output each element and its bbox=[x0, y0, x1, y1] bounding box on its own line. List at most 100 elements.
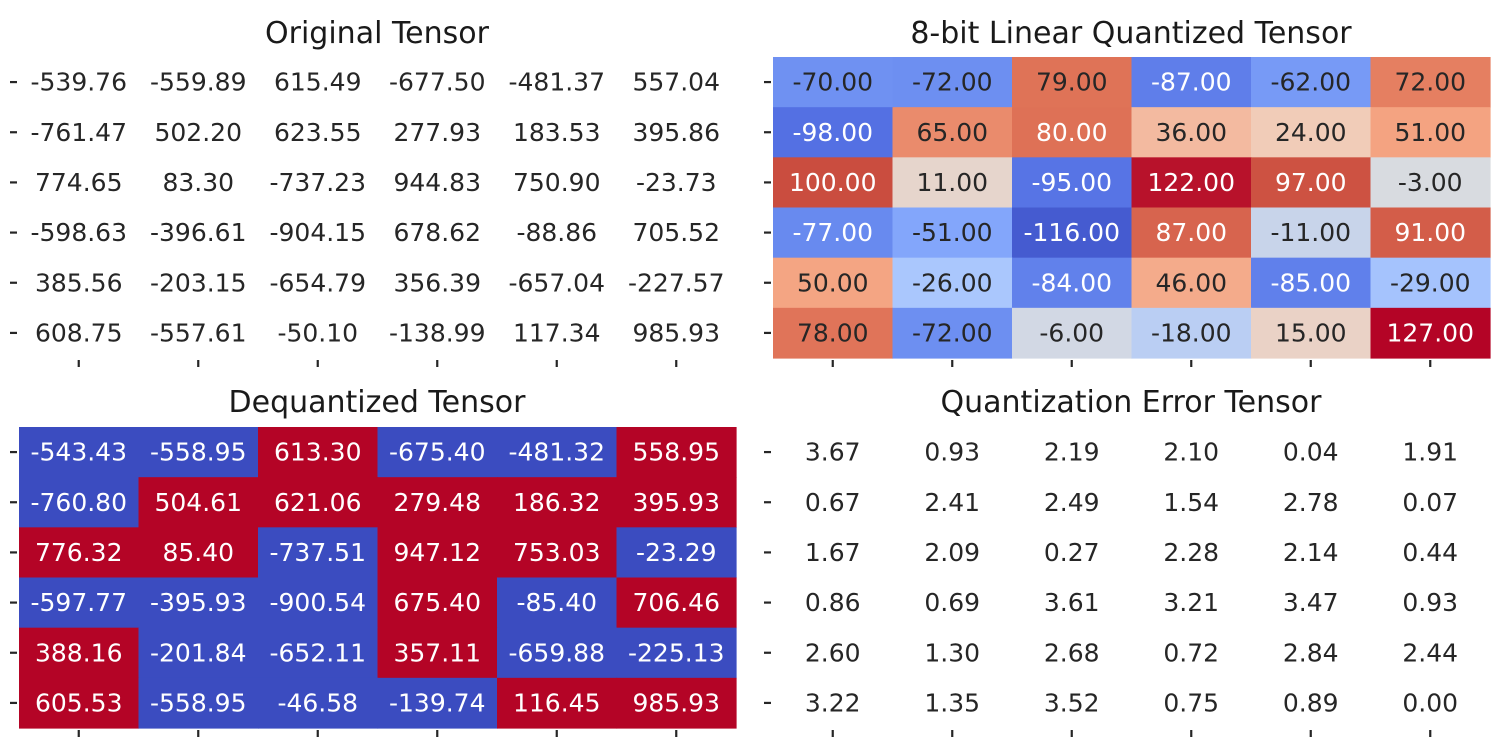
heatmap-cell bbox=[19, 527, 140, 579]
heatmap-cell bbox=[1251, 207, 1372, 259]
cell-label: -50.10 bbox=[277, 318, 358, 347]
cell-label: 557.04 bbox=[633, 68, 720, 97]
cell-label: 2.60 bbox=[805, 638, 861, 667]
cell-label: 0.89 bbox=[1283, 688, 1339, 717]
cell-label: 395.93 bbox=[633, 488, 720, 517]
heatmap-cell bbox=[1131, 157, 1252, 209]
cell-label: 1.54 bbox=[1163, 488, 1219, 517]
cell-label: -87.00 bbox=[1151, 68, 1232, 97]
heatmap-cell bbox=[497, 527, 618, 579]
heatmap-cell bbox=[497, 677, 618, 729]
cell-label: -51.00 bbox=[912, 218, 993, 247]
cell-label: 678.62 bbox=[394, 218, 481, 247]
cell-label: 97.00 bbox=[1275, 168, 1347, 197]
heatmap-cell bbox=[138, 427, 259, 478]
cell-label: -139.74 bbox=[389, 688, 486, 717]
cell-label: 3.61 bbox=[1044, 588, 1100, 617]
panel-title: Original Tensor bbox=[265, 16, 490, 51]
cell-label: 0.93 bbox=[924, 438, 980, 467]
heatmap-cell bbox=[258, 427, 379, 478]
cell-label: 78.00 bbox=[797, 318, 869, 347]
cell-label: -85.00 bbox=[1270, 268, 1351, 297]
cell-label: -46.58 bbox=[277, 688, 358, 717]
cell-label: -396.61 bbox=[150, 218, 247, 247]
heatmap-cell bbox=[1251, 307, 1372, 359]
cell-label: 0.75 bbox=[1163, 688, 1219, 717]
cell-label: 2.14 bbox=[1283, 538, 1339, 567]
heatmap-cell bbox=[377, 477, 498, 528]
cell-label: 0.72 bbox=[1163, 638, 1219, 667]
heatmap-cell bbox=[892, 57, 1013, 108]
cell-label: -98.00 bbox=[792, 118, 873, 147]
cell-label: -23.29 bbox=[636, 538, 717, 567]
cell-label: 24.00 bbox=[1275, 118, 1347, 147]
cell-label: 3.47 bbox=[1283, 588, 1339, 617]
cell-label: 79.00 bbox=[1036, 68, 1108, 97]
cell-label: -6.00 bbox=[1039, 318, 1104, 347]
cell-label: 621.06 bbox=[274, 488, 361, 517]
cell-label: 87.00 bbox=[1155, 218, 1227, 247]
cell-label: 83.30 bbox=[162, 168, 234, 197]
cell-label: 1.67 bbox=[805, 538, 861, 567]
heatmap-cell bbox=[1370, 307, 1491, 359]
cell-label: 615.49 bbox=[274, 68, 361, 97]
panel-title: Quantization Error Tensor bbox=[941, 385, 1323, 420]
cell-label: -72.00 bbox=[912, 318, 993, 347]
cell-label: -395.93 bbox=[150, 588, 247, 617]
heatmap-cell bbox=[773, 257, 894, 309]
heatmap-cell bbox=[1251, 257, 1372, 309]
heatmap-cell bbox=[1012, 207, 1133, 259]
cell-label: -904.15 bbox=[270, 218, 367, 247]
heatmap-cell bbox=[258, 677, 379, 729]
heatmap-cell bbox=[616, 427, 737, 478]
cell-label: 1.35 bbox=[924, 688, 980, 717]
heatmap-cell bbox=[616, 677, 737, 729]
cell-label: 279.48 bbox=[394, 488, 481, 517]
cell-label: 750.90 bbox=[513, 168, 600, 197]
cell-label: 11.00 bbox=[916, 168, 988, 197]
cell-label: 675.40 bbox=[394, 588, 481, 617]
heatmap-cell bbox=[1370, 157, 1491, 209]
cell-label: 504.61 bbox=[155, 488, 242, 517]
heatmap-cell bbox=[892, 257, 1013, 309]
cell-label: 0.69 bbox=[924, 588, 980, 617]
heatmap-cell bbox=[773, 157, 894, 209]
cell-label: 51.00 bbox=[1394, 118, 1466, 147]
cell-label: -657.04 bbox=[509, 268, 606, 297]
cell-label: 385.56 bbox=[35, 268, 122, 297]
heatmap-cell bbox=[19, 477, 140, 528]
heatmap-cell bbox=[1012, 257, 1133, 309]
cell-label: -116.00 bbox=[1024, 218, 1121, 247]
heatmap-cell bbox=[1370, 107, 1491, 158]
heatmap-cell bbox=[138, 577, 259, 629]
heatmap-cell bbox=[1370, 57, 1491, 108]
cell-label: 357.11 bbox=[394, 638, 481, 667]
heatmap-cell bbox=[138, 527, 259, 579]
heatmap-cell bbox=[258, 527, 379, 579]
heatmap-cell bbox=[497, 477, 618, 528]
cell-label: -84.00 bbox=[1031, 268, 1112, 297]
cell-label: -558.95 bbox=[150, 438, 247, 467]
cell-label: -201.84 bbox=[150, 638, 247, 667]
cell-label: 0.67 bbox=[805, 488, 861, 517]
cell-label: -539.76 bbox=[31, 68, 128, 97]
cell-label: 502.20 bbox=[155, 118, 242, 147]
cell-label: 753.03 bbox=[513, 538, 600, 567]
cell-label: 0.93 bbox=[1402, 588, 1458, 617]
cell-label: 46.00 bbox=[1155, 268, 1227, 297]
cell-label: 85.40 bbox=[162, 538, 234, 567]
cell-label: -761.47 bbox=[31, 118, 128, 147]
cell-label: 0.07 bbox=[1402, 488, 1458, 517]
heatmap-cell bbox=[1131, 57, 1252, 108]
cell-label: -559.89 bbox=[150, 68, 247, 97]
heatmap-cell bbox=[616, 627, 737, 679]
cell-label: -95.00 bbox=[1031, 168, 1112, 197]
cell-label: 116.45 bbox=[513, 688, 600, 717]
heatmap-cell bbox=[497, 427, 618, 478]
cell-label: 3.21 bbox=[1163, 588, 1219, 617]
heatmap-cell bbox=[892, 307, 1013, 359]
cell-label: 2.84 bbox=[1283, 638, 1339, 667]
cell-label: 2.49 bbox=[1044, 488, 1100, 517]
cell-label: 706.46 bbox=[633, 588, 720, 617]
